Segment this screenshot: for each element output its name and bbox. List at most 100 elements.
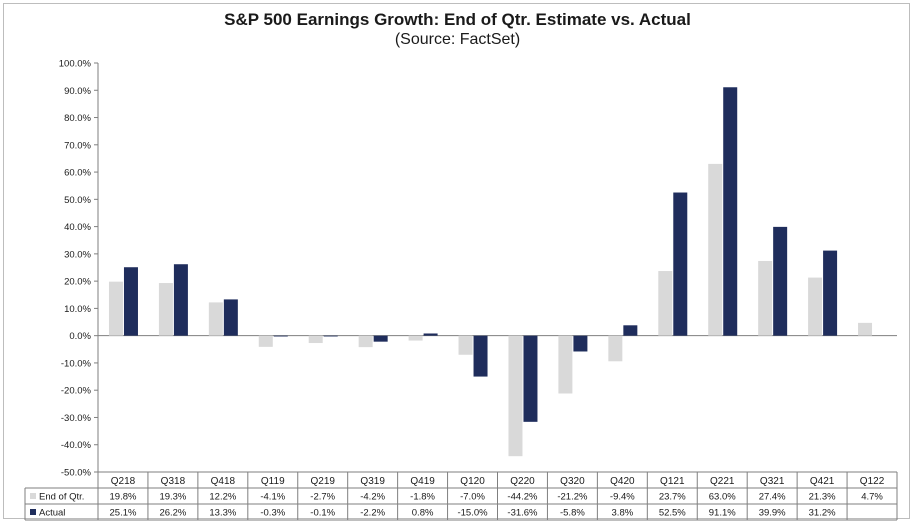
data-table-value: 27.4%	[759, 492, 786, 503]
data-table-value: -9.4%	[610, 492, 635, 503]
data-table-value: 0.8%	[412, 508, 434, 519]
estimate-bar	[708, 163, 723, 336]
y-tick-label: 70.0%	[64, 140, 91, 151]
y-tick-label: -40.0%	[61, 440, 92, 451]
data-table-value: -7.0%	[460, 492, 485, 503]
y-tick-label: -30.0%	[61, 413, 92, 424]
data-table-value: -4.2%	[360, 492, 385, 503]
y-tick-label: 60.0%	[64, 168, 91, 179]
data-table-value: 19.3%	[159, 492, 186, 503]
actual-bar	[573, 335, 588, 352]
data-table-value: -5.8%	[560, 508, 585, 519]
data-table-value: -0.3%	[260, 508, 285, 519]
estimate-bar	[508, 335, 523, 457]
x-category-label: Q219	[310, 476, 335, 487]
y-tick-label: 30.0%	[64, 249, 91, 260]
y-tick-label: 50.0%	[64, 195, 91, 206]
estimate-bar	[158, 283, 173, 336]
data-table-value: -1.8%	[410, 492, 435, 503]
data-table-value: -2.7%	[310, 492, 335, 503]
legend-label: Actual	[39, 508, 65, 519]
estimate-bar	[408, 335, 423, 341]
data-table-value: 25.1%	[110, 508, 137, 519]
estimate-bar	[258, 335, 273, 347]
actual-bar	[423, 333, 438, 336]
data-table-value: -21.2%	[557, 492, 588, 503]
data-table-value: 21.3%	[809, 492, 836, 503]
y-tick-label: 10.0%	[64, 304, 91, 315]
actual-bar	[673, 192, 688, 336]
actual-bar	[523, 335, 538, 422]
actual-bar	[323, 335, 338, 337]
data-table-value: 19.8%	[110, 492, 137, 503]
y-tick-label: 80.0%	[64, 113, 91, 124]
data-table-value: 26.2%	[159, 508, 186, 519]
estimate-bar	[608, 335, 623, 362]
data-table-value: -4.1%	[260, 492, 285, 503]
legend-swatch	[30, 509, 36, 515]
x-category-label: Q420	[610, 476, 635, 487]
chart-title: S&P 500 Earnings Growth: End of Qtr. Est…	[224, 10, 691, 29]
data-table-value: -31.6%	[507, 508, 538, 519]
x-category-label: Q220	[510, 476, 535, 487]
y-tick-label: -50.0%	[61, 468, 92, 479]
actual-bar	[223, 299, 238, 336]
data-table-value: 4.7%	[861, 492, 883, 503]
estimate-bar	[358, 335, 373, 348]
data-table-value: 31.2%	[809, 508, 836, 519]
actual-bar	[473, 335, 488, 377]
x-category-label: Q321	[760, 476, 785, 487]
data-table-value: 13.3%	[209, 508, 236, 519]
y-tick-label: -10.0%	[61, 358, 92, 369]
data-table-value: 52.5%	[659, 508, 686, 519]
x-category-label: Q318	[161, 476, 186, 487]
data-table-value: 91.1%	[709, 508, 736, 519]
estimate-bar	[208, 302, 223, 336]
y-tick-label: 0.0%	[69, 331, 91, 342]
estimate-bar	[458, 335, 473, 355]
estimate-bar	[108, 281, 123, 336]
actual-bar	[123, 267, 138, 336]
y-tick-label: 20.0%	[64, 277, 91, 288]
data-table-value: -15.0%	[457, 508, 488, 519]
legend-swatch	[30, 493, 36, 499]
estimate-bar	[758, 260, 773, 336]
x-category-label: Q421	[810, 476, 835, 487]
x-category-label: Q419	[410, 476, 435, 487]
data-table-value: -0.1%	[310, 508, 335, 519]
data-table-value: 63.0%	[709, 492, 736, 503]
x-category-label: Q319	[360, 476, 385, 487]
actual-bar	[773, 226, 788, 336]
x-category-label: Q320	[560, 476, 585, 487]
x-category-label: Q119	[261, 476, 285, 487]
chart-subtitle: (Source: FactSet)	[394, 31, 521, 48]
legend-label: End of Qtr.	[39, 492, 84, 503]
estimate-bar	[658, 271, 673, 336]
data-table-value: -44.2%	[507, 492, 538, 503]
data-table-value: 3.8%	[612, 508, 634, 519]
data-table-value: 39.9%	[759, 508, 786, 519]
x-category-label: Q122	[860, 476, 885, 487]
y-tick-label: -20.0%	[61, 386, 92, 397]
estimate-bar	[808, 277, 823, 336]
actual-bar	[173, 264, 188, 336]
data-table-value: -2.2%	[360, 508, 385, 519]
actual-bar	[373, 335, 388, 342]
y-tick-label: 90.0%	[64, 86, 91, 97]
y-tick-label: 100.0%	[59, 59, 92, 70]
data-table-value: 23.7%	[659, 492, 686, 503]
estimate-bar	[558, 335, 573, 394]
x-category-label: Q121	[660, 476, 685, 487]
x-category-label: Q418	[211, 476, 236, 487]
actual-bar	[623, 325, 638, 336]
data-table-value: 12.2%	[209, 492, 236, 503]
y-tick-label: 40.0%	[64, 222, 91, 233]
estimate-bar	[308, 335, 323, 344]
actual-bar	[823, 250, 838, 336]
x-category-label: Q120	[460, 476, 485, 487]
x-category-label: Q218	[111, 476, 136, 487]
actual-bar	[273, 335, 288, 337]
x-category-label: Q221	[710, 476, 735, 487]
estimate-bar	[858, 322, 873, 336]
